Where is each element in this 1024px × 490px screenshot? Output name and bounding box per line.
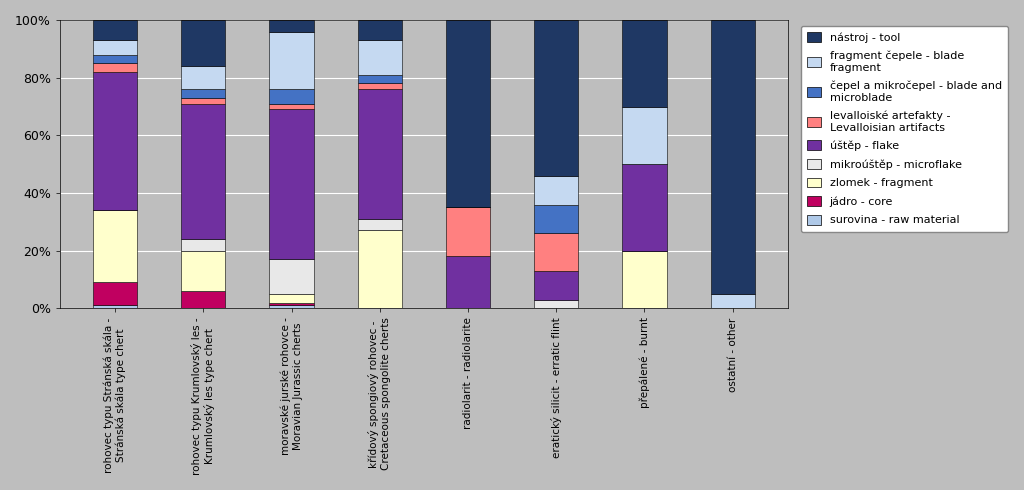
Bar <box>269 109 313 259</box>
Bar <box>711 294 755 308</box>
Bar <box>269 89 313 103</box>
Bar <box>623 164 667 251</box>
Bar <box>181 98 225 103</box>
Bar <box>623 20 667 106</box>
Bar <box>535 271 579 300</box>
Bar <box>535 20 579 176</box>
Bar <box>445 207 490 256</box>
Bar <box>535 204 579 233</box>
Bar <box>445 20 490 207</box>
Bar <box>93 40 137 54</box>
Bar <box>357 83 401 89</box>
Bar <box>269 305 313 308</box>
Bar <box>181 66 225 89</box>
Bar <box>93 72 137 210</box>
Bar <box>357 40 401 75</box>
Bar <box>269 259 313 294</box>
Bar <box>93 210 137 282</box>
Bar <box>93 282 137 305</box>
Bar <box>93 305 137 308</box>
Bar <box>357 219 401 230</box>
Bar <box>269 20 313 31</box>
Bar <box>93 63 137 72</box>
Bar <box>181 251 225 291</box>
Bar <box>711 20 755 294</box>
Bar <box>623 106 667 164</box>
Bar <box>269 103 313 109</box>
Legend: nástroj - tool, fragment čepele - blade
fragment, čepel a mikročepel - blade and: nástroj - tool, fragment čepele - blade … <box>801 25 1009 232</box>
Bar <box>445 256 490 308</box>
Bar <box>357 75 401 83</box>
Bar <box>357 20 401 40</box>
Bar <box>181 291 225 308</box>
Bar <box>357 230 401 308</box>
Bar <box>181 239 225 251</box>
Bar <box>269 31 313 89</box>
Bar <box>535 176 579 204</box>
Bar <box>357 89 401 219</box>
Bar <box>181 103 225 239</box>
Bar <box>181 20 225 66</box>
Bar <box>269 303 313 305</box>
Bar <box>269 294 313 303</box>
Bar <box>535 233 579 271</box>
Bar <box>535 300 579 308</box>
Bar <box>93 54 137 63</box>
Bar <box>181 89 225 98</box>
Bar <box>623 251 667 308</box>
Bar <box>93 20 137 40</box>
